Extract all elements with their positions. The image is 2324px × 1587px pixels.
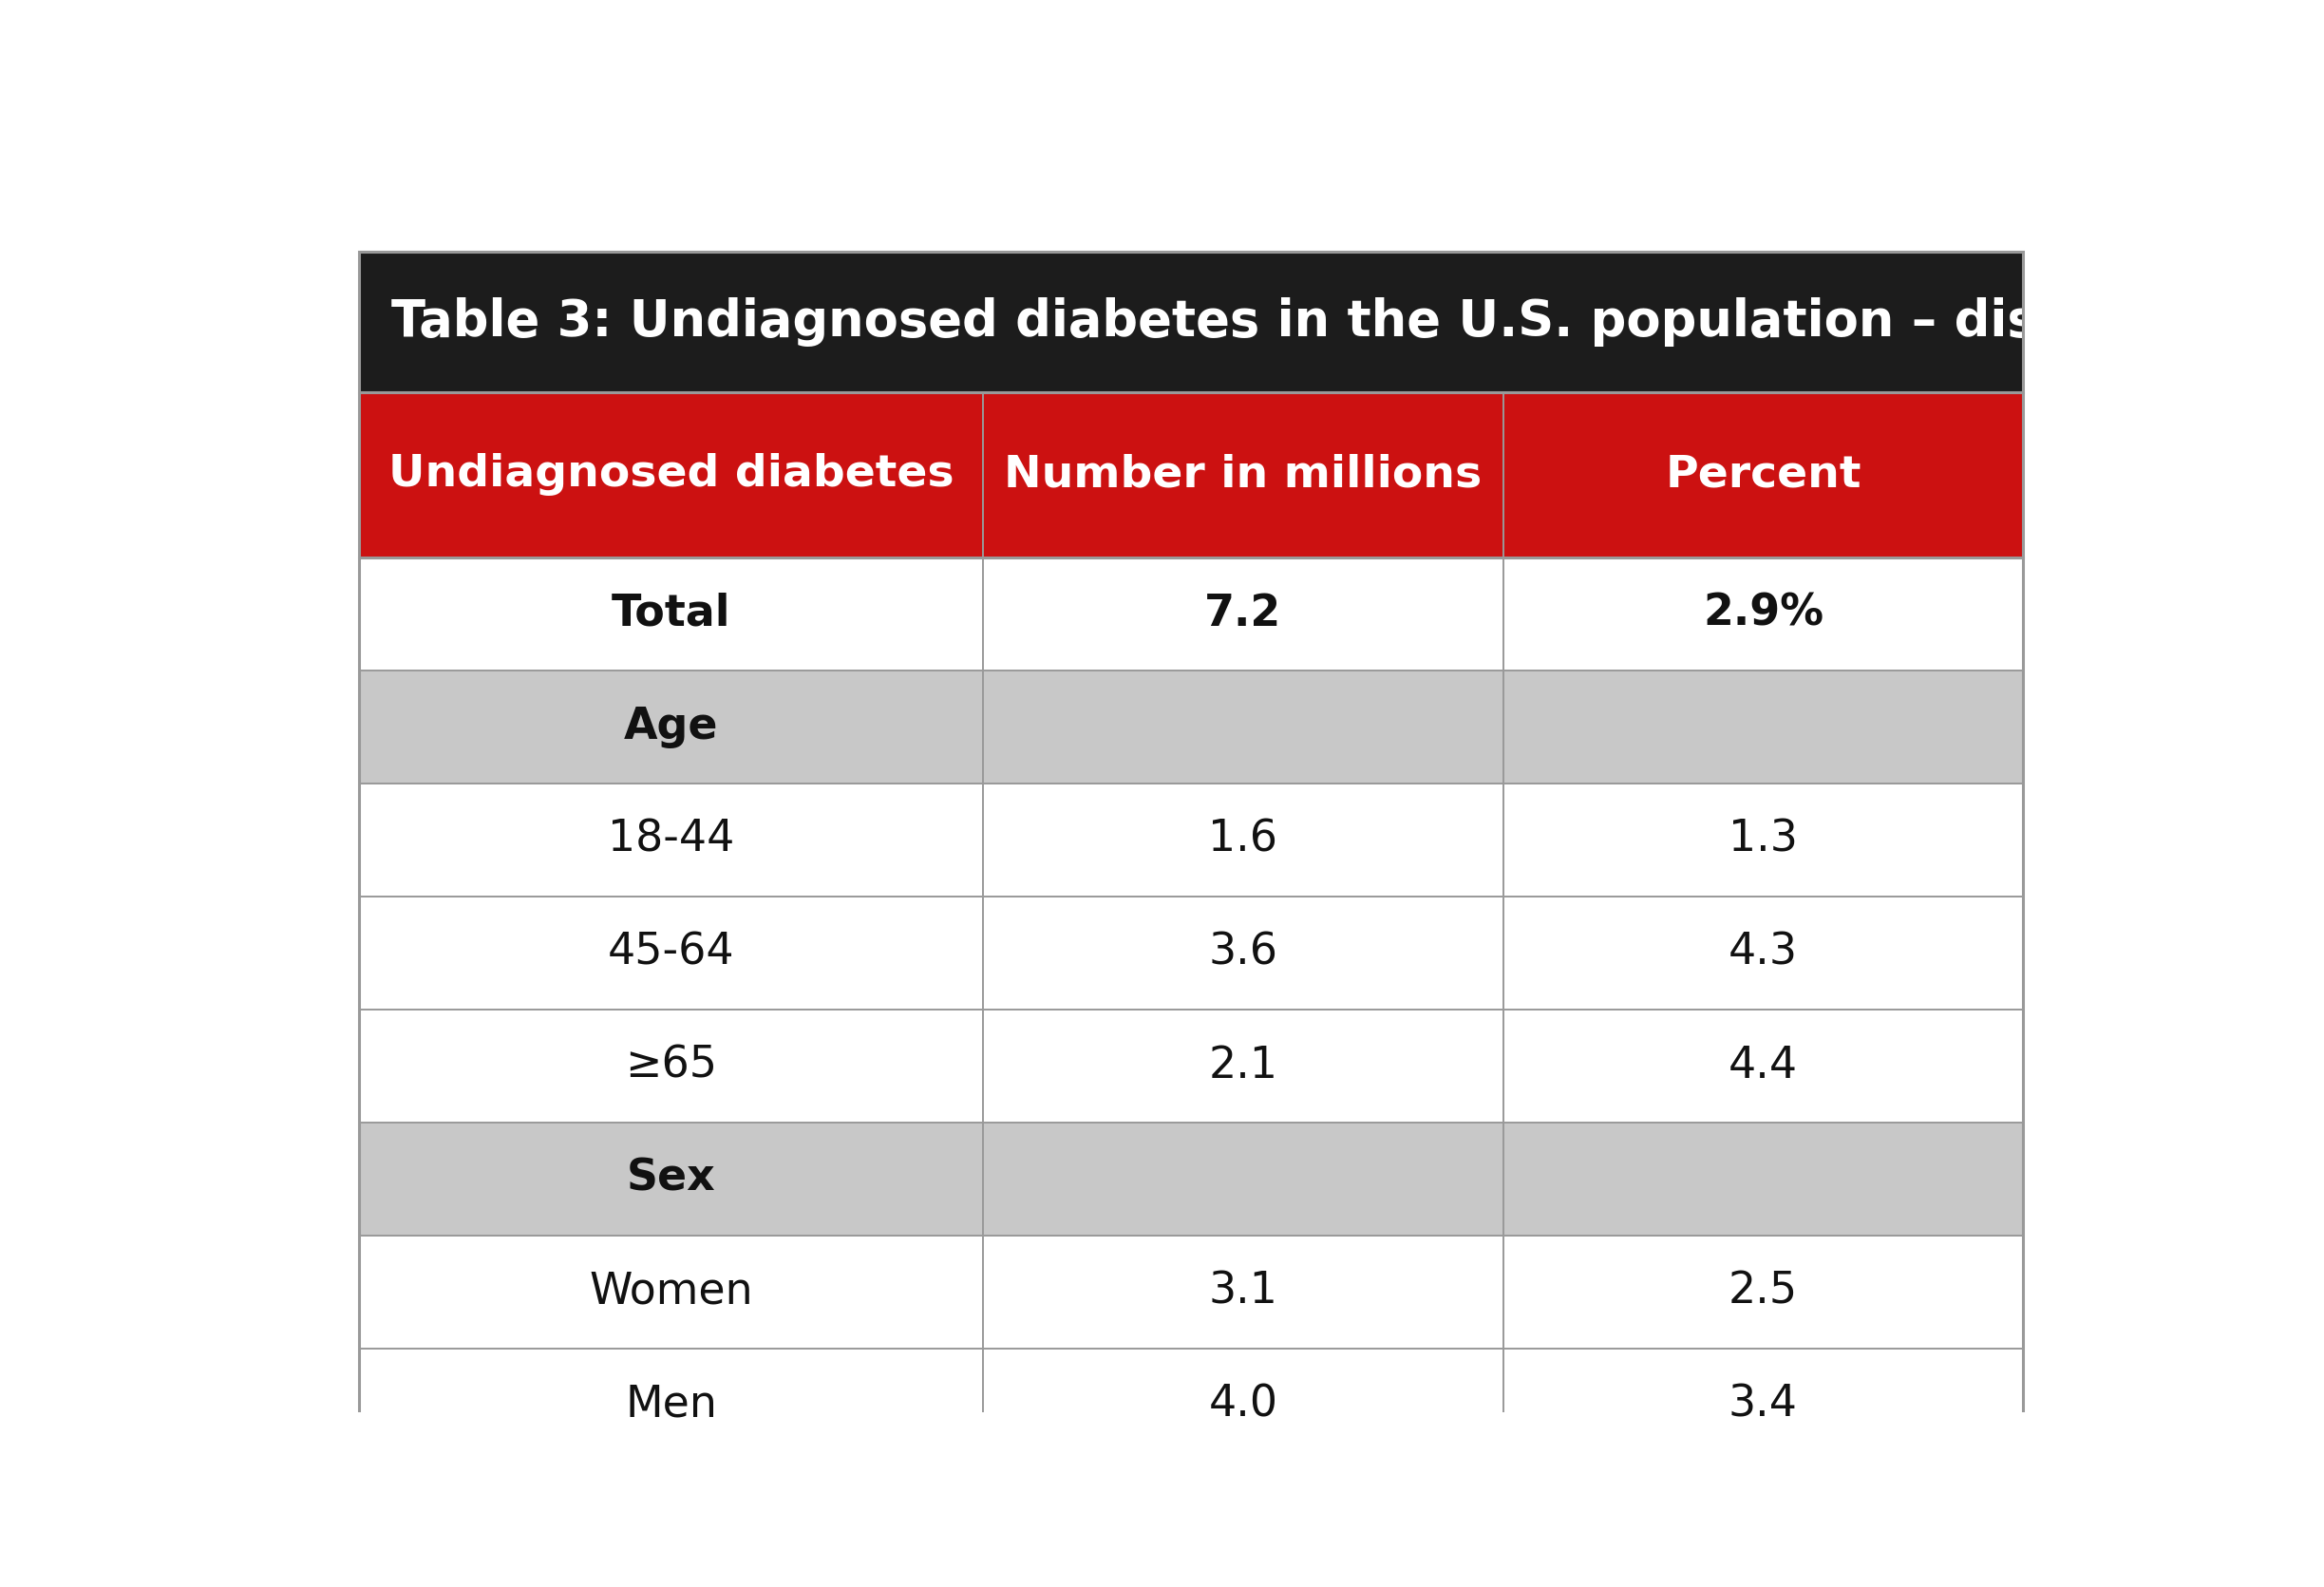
- Text: ≥65: ≥65: [625, 1044, 718, 1087]
- Bar: [983, 392, 1504, 557]
- Text: Men: Men: [625, 1384, 718, 1427]
- Bar: [358, 897, 2024, 1009]
- Bar: [358, 252, 2024, 392]
- Text: Total: Total: [611, 592, 730, 635]
- Bar: [358, 1349, 2024, 1462]
- Bar: [358, 1009, 2024, 1122]
- Text: 18-44: 18-44: [607, 819, 734, 862]
- Bar: [358, 392, 983, 557]
- Text: 2.5: 2.5: [1729, 1270, 1799, 1312]
- Text: Undiagnosed diabetes: Undiagnosed diabetes: [388, 454, 953, 495]
- Text: 1.3: 1.3: [1729, 819, 1799, 862]
- Text: Women: Women: [588, 1270, 753, 1312]
- Text: 3.1: 3.1: [1208, 1270, 1278, 1312]
- Bar: [358, 1235, 2024, 1349]
- Bar: [358, 557, 2024, 670]
- Bar: [358, 1122, 2024, 1235]
- Text: 45-64: 45-64: [607, 932, 734, 974]
- Bar: [358, 670, 2024, 782]
- Text: Table 3: Undiagnosed diabetes in the U.S. population – distribution: Table 3: Undiagnosed diabetes in the U.S…: [390, 297, 2284, 346]
- Text: 3.4: 3.4: [1729, 1384, 1799, 1427]
- Text: Percent: Percent: [1664, 454, 1862, 495]
- Text: 4.3: 4.3: [1729, 932, 1799, 974]
- Text: Age: Age: [623, 705, 718, 747]
- Text: 3.6: 3.6: [1208, 932, 1278, 974]
- Text: 7.2: 7.2: [1204, 592, 1281, 635]
- Text: Number in millions: Number in millions: [1004, 454, 1483, 495]
- Text: 2.9%: 2.9%: [1703, 592, 1824, 635]
- Text: 1.6: 1.6: [1208, 819, 1278, 862]
- Text: 2.1: 2.1: [1208, 1044, 1278, 1087]
- Bar: [1504, 392, 2024, 557]
- Bar: [358, 782, 2024, 897]
- Text: 4.0: 4.0: [1208, 1384, 1278, 1427]
- Text: 4.4: 4.4: [1729, 1044, 1799, 1087]
- Text: Sex: Sex: [627, 1157, 716, 1200]
